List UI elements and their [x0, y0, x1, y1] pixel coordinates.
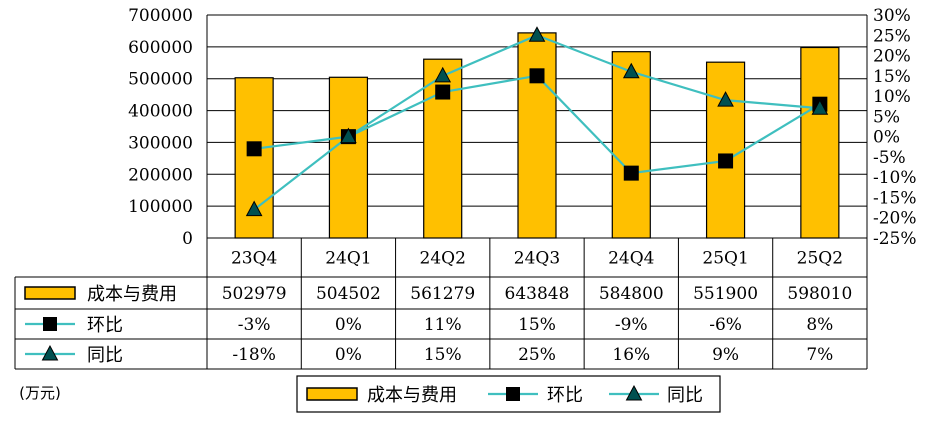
table-value: 15% — [424, 345, 462, 365]
tongbi-point — [717, 91, 734, 107]
right-axis-ticks: -25%-20%-15%-10%-5%0%5%10%15%20%25%30% — [873, 6, 917, 249]
huanbi-point — [246, 141, 262, 157]
left-axis-ticks: 0 100000 200000 300000 400000 500000 600000 700… — [128, 6, 193, 249]
row-label: 同比 — [87, 345, 123, 366]
huanbi-point — [718, 153, 734, 169]
right-tick-label: -5% — [873, 148, 906, 168]
table-value: -18% — [232, 345, 276, 365]
huanbi-point — [623, 165, 639, 181]
table-value: -6% — [709, 315, 742, 335]
huanbi-legend-marker — [43, 317, 57, 331]
right-tick-label: -20% — [873, 209, 917, 229]
row-label: 环比 — [87, 315, 123, 336]
right-tick-label: 30% — [873, 6, 911, 26]
tongbi-point — [434, 66, 452, 83]
table-value: 584800 — [599, 284, 664, 304]
table-value: -3% — [238, 315, 271, 335]
table-value: 598010 — [787, 284, 852, 304]
category-label: 24Q4 — [608, 249, 654, 269]
bar-series — [234, 32, 840, 239]
huanbi-point — [435, 84, 451, 100]
table-value: 15% — [518, 315, 556, 335]
right-tick-label: 20% — [873, 47, 911, 67]
left-tick-label: 600000 — [128, 38, 193, 58]
unit-label: (万元) — [19, 384, 61, 402]
table-value: 0% — [335, 345, 362, 365]
table-value: 11% — [424, 315, 462, 335]
data-table: 23Q4 24Q1 24Q2 24Q3 24Q4 25Q1 25Q2 502979 504502… — [14, 237, 868, 370]
bar — [800, 46, 840, 239]
table-value: 7% — [806, 345, 833, 365]
bar — [328, 76, 369, 239]
huanbi-legend-marker — [506, 387, 520, 401]
table-value: 0% — [335, 315, 362, 335]
bar — [517, 32, 557, 239]
category-label: 24Q1 — [325, 249, 371, 269]
tongbi-point — [811, 99, 829, 115]
legend: 成本与费用 环比 同比 — [296, 375, 721, 413]
left-tick-label: 100000 — [128, 197, 193, 217]
tongbi-legend-marker — [625, 384, 643, 401]
left-tick-label: 300000 — [128, 133, 193, 153]
row-label: 成本与费用 — [87, 284, 177, 305]
tongbi-point — [340, 127, 357, 144]
huanbi-point — [529, 68, 545, 84]
tongbi-point — [622, 62, 640, 79]
right-tick-label: 25% — [873, 26, 911, 46]
right-tick-label: -10% — [873, 168, 917, 188]
legend-label: 同比 — [667, 385, 703, 406]
category-label: 24Q2 — [420, 249, 466, 269]
left-tick-label: 200000 — [128, 165, 193, 185]
bar — [705, 61, 746, 239]
bar-legend-key — [306, 387, 358, 401]
bar — [611, 51, 651, 239]
right-tick-label: 5% — [873, 107, 900, 127]
right-tick-label: -15% — [873, 188, 917, 208]
table-value: -9% — [615, 315, 648, 335]
legend-label: 成本与费用 — [367, 385, 457, 406]
line-series — [245, 26, 829, 217]
table-value: 16% — [612, 345, 650, 365]
right-tick-label: 15% — [873, 67, 911, 87]
category-label: 25Q1 — [702, 249, 748, 269]
table-value: 8% — [806, 315, 833, 335]
tongbi-point — [528, 26, 546, 42]
left-tick-label: 400000 — [128, 102, 193, 122]
right-tick-label: -25% — [873, 229, 917, 249]
table-value: 561279 — [410, 284, 475, 304]
table-value: 504502 — [316, 284, 381, 304]
category-label: 24Q3 — [514, 249, 560, 269]
category-label: 25Q2 — [797, 249, 843, 269]
right-tick-label: 0% — [873, 128, 900, 148]
left-tick-label: 700000 — [128, 6, 193, 26]
bar-legend-key — [24, 286, 76, 300]
table-value: 9% — [712, 345, 739, 365]
left-tick-label: 500000 — [128, 70, 193, 90]
table-value: 551900 — [693, 284, 758, 304]
right-tick-label: 10% — [873, 87, 911, 107]
table-value: 25% — [518, 345, 556, 365]
tongbi-point — [245, 200, 263, 217]
left-tick-label: 0 — [182, 229, 193, 249]
category-label: 23Q4 — [231, 249, 277, 269]
table-value: 502979 — [222, 284, 287, 304]
legend-label: 环比 — [547, 385, 583, 406]
table-value: 643848 — [505, 284, 570, 304]
tongbi-legend-marker — [41, 344, 59, 361]
